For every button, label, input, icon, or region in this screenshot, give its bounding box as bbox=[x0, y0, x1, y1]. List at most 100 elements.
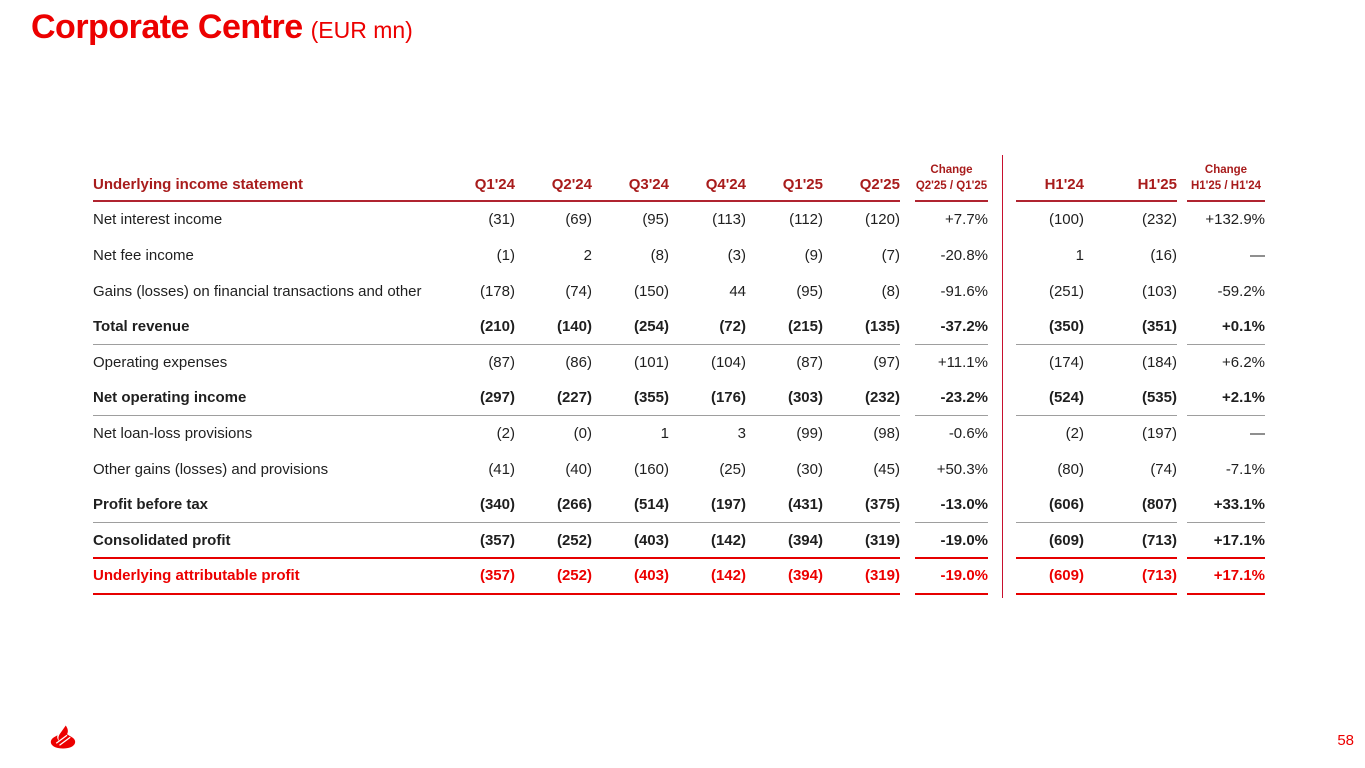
col-header-q3-24: Q3'24 bbox=[628, 176, 669, 193]
value-cell: (176) bbox=[710, 389, 746, 407]
value-cell: (140) bbox=[556, 317, 592, 335]
row-half-year-group: (100) (232) bbox=[1016, 202, 1177, 238]
table-row: Operating expenses (87) (86) (101) (104) (87)… bbox=[93, 345, 1265, 381]
row-label: Total revenue bbox=[93, 317, 190, 335]
column-gap bbox=[1177, 488, 1187, 524]
table-header-row: Underlying income statement Q1'24 Q2'24 … bbox=[93, 155, 1265, 202]
row-main-group: Net interest income (31) (69) (95) (113) (112… bbox=[93, 202, 900, 238]
row-half-year-group: (524) (535) bbox=[1016, 380, 1177, 417]
page-title: Corporate Centre (EUR mn) bbox=[31, 8, 413, 47]
value-cell: (431) bbox=[787, 496, 823, 514]
value-cell: (403) bbox=[633, 567, 669, 585]
value-cell: (40) bbox=[565, 461, 592, 479]
change-cell: -7.1% bbox=[1225, 461, 1265, 479]
header-main-group: Underlying income statement Q1'24 Q2'24 … bbox=[93, 155, 900, 202]
change-cell: — bbox=[1250, 247, 1265, 265]
column-gap bbox=[900, 416, 915, 452]
value-cell: (178) bbox=[479, 282, 515, 300]
row-main-group: Underlying attributable profit (357) (252)… bbox=[93, 559, 900, 595]
row-half-year-group: (350) (351) bbox=[1016, 309, 1177, 345]
row-label: Net fee income bbox=[93, 247, 194, 265]
change-cell: -0.6% bbox=[948, 425, 988, 443]
column-gap bbox=[1177, 155, 1187, 202]
column-gap bbox=[900, 238, 915, 274]
value-cell: (95) bbox=[642, 211, 669, 229]
value-cell: (252) bbox=[556, 531, 592, 549]
column-gap bbox=[1177, 380, 1187, 416]
value-cell: (2) bbox=[496, 425, 515, 443]
change-cell: — bbox=[1250, 425, 1265, 443]
change-cell: -19.0% bbox=[915, 523, 988, 559]
column-gap bbox=[900, 345, 915, 381]
change-label: Change bbox=[1204, 164, 1248, 176]
row-label: Gains (losses) on financial transactions… bbox=[93, 282, 422, 300]
value-cell: 2 bbox=[583, 247, 592, 265]
value-cell: (74) bbox=[1150, 461, 1177, 479]
value-cell: (609) bbox=[1048, 567, 1084, 585]
column-gap bbox=[900, 273, 915, 309]
value-cell: (2) bbox=[1065, 425, 1084, 443]
value-cell: (98) bbox=[873, 425, 900, 443]
value-cell: (303) bbox=[787, 389, 823, 407]
table-body: Net interest income (31) (69) (95) (113) (112… bbox=[93, 202, 1265, 595]
row-main-group: Total revenue (210) (140) (254) (72) (215) (13… bbox=[93, 309, 900, 345]
slide-title: Corporate Centre bbox=[31, 8, 303, 46]
column-gap bbox=[1177, 452, 1187, 488]
value-cell: (112) bbox=[789, 211, 823, 229]
value-cell: (524) bbox=[1048, 389, 1084, 407]
row-main-group: Operating expenses (87) (86) (101) (104) (87)… bbox=[93, 345, 900, 381]
column-gap bbox=[1177, 559, 1187, 595]
change-cell: +6.2% bbox=[1222, 354, 1265, 372]
change-cell: -19.0% bbox=[915, 559, 988, 595]
value-cell: (807) bbox=[1141, 496, 1177, 514]
row-main-group: Other gains (losses) and provisions (41) (… bbox=[93, 452, 900, 488]
value-cell: (184) bbox=[1141, 354, 1177, 372]
row-label: Net interest income bbox=[93, 211, 223, 229]
value-cell: (197) bbox=[710, 496, 746, 514]
value-cell: (41) bbox=[488, 461, 515, 479]
column-gap bbox=[1177, 238, 1187, 274]
change-cell: -91.6% bbox=[940, 282, 988, 300]
income-statement-table: Underlying income statement Q1'24 Q2'24 … bbox=[93, 155, 1265, 598]
value-cell: (403) bbox=[633, 531, 669, 549]
change-cell: -20.8% bbox=[940, 247, 988, 265]
value-cell: (251) bbox=[1048, 282, 1084, 300]
value-cell: (104) bbox=[710, 354, 746, 372]
change-cell: +33.1% bbox=[1187, 488, 1265, 524]
row-half-year-group: (251) (103) bbox=[1016, 273, 1177, 309]
table-row: Net fee income (1) 2 (8) (3) (9) (7) -20.8% 1 (16… bbox=[93, 238, 1265, 274]
col-header-h1-24: H1'24 bbox=[1044, 176, 1084, 193]
change-cell: +11.1% bbox=[937, 354, 988, 372]
value-cell: (351) bbox=[1141, 317, 1177, 335]
value-cell: (69) bbox=[565, 211, 592, 229]
value-cell: (254) bbox=[633, 317, 669, 335]
row-main-group: Consolidated profit (357) (252) (403) (142) (… bbox=[93, 523, 900, 559]
row-half-year-group: (606) (807) bbox=[1016, 488, 1177, 524]
table-row: Total revenue (210) (140) (254) (72) (215) (13… bbox=[93, 309, 1265, 345]
value-cell: (113) bbox=[712, 211, 746, 229]
change-label: Change bbox=[930, 164, 973, 176]
table-row: Profit before tax (340) (266) (514) (197) (43… bbox=[93, 488, 1265, 524]
row-half-year-group: (174) (184) bbox=[1016, 345, 1177, 381]
value-cell: (375) bbox=[864, 496, 900, 514]
value-cell: (16) bbox=[1150, 247, 1177, 265]
value-cell: (142) bbox=[710, 567, 746, 585]
row-main-group: Profit before tax (340) (266) (514) (197) (43… bbox=[93, 488, 900, 524]
row-label: Consolidated profit bbox=[93, 531, 231, 549]
slide-title-units: (EUR mn) bbox=[310, 17, 413, 43]
value-cell: (606) bbox=[1048, 496, 1084, 514]
value-cell: (232) bbox=[864, 389, 900, 407]
value-cell: 1 bbox=[1075, 247, 1084, 265]
col-header-h1-25: H1'25 bbox=[1137, 176, 1177, 193]
change-cell: -59.2% bbox=[1217, 282, 1265, 300]
column-gap bbox=[1177, 416, 1187, 452]
value-cell: (101) bbox=[633, 354, 669, 372]
row-main-group: Net fee income (1) 2 (8) (3) (9) (7) bbox=[93, 238, 900, 274]
value-cell: 44 bbox=[729, 282, 746, 300]
row-half-year-group: (2) (197) bbox=[1016, 416, 1177, 452]
value-cell: (609) bbox=[1048, 531, 1084, 549]
row-label: Profit before tax bbox=[93, 496, 209, 514]
value-cell: (0) bbox=[573, 425, 592, 443]
change-cell: +17.1% bbox=[1187, 559, 1265, 595]
col-header-q2-25: Q2'25 bbox=[859, 176, 900, 193]
